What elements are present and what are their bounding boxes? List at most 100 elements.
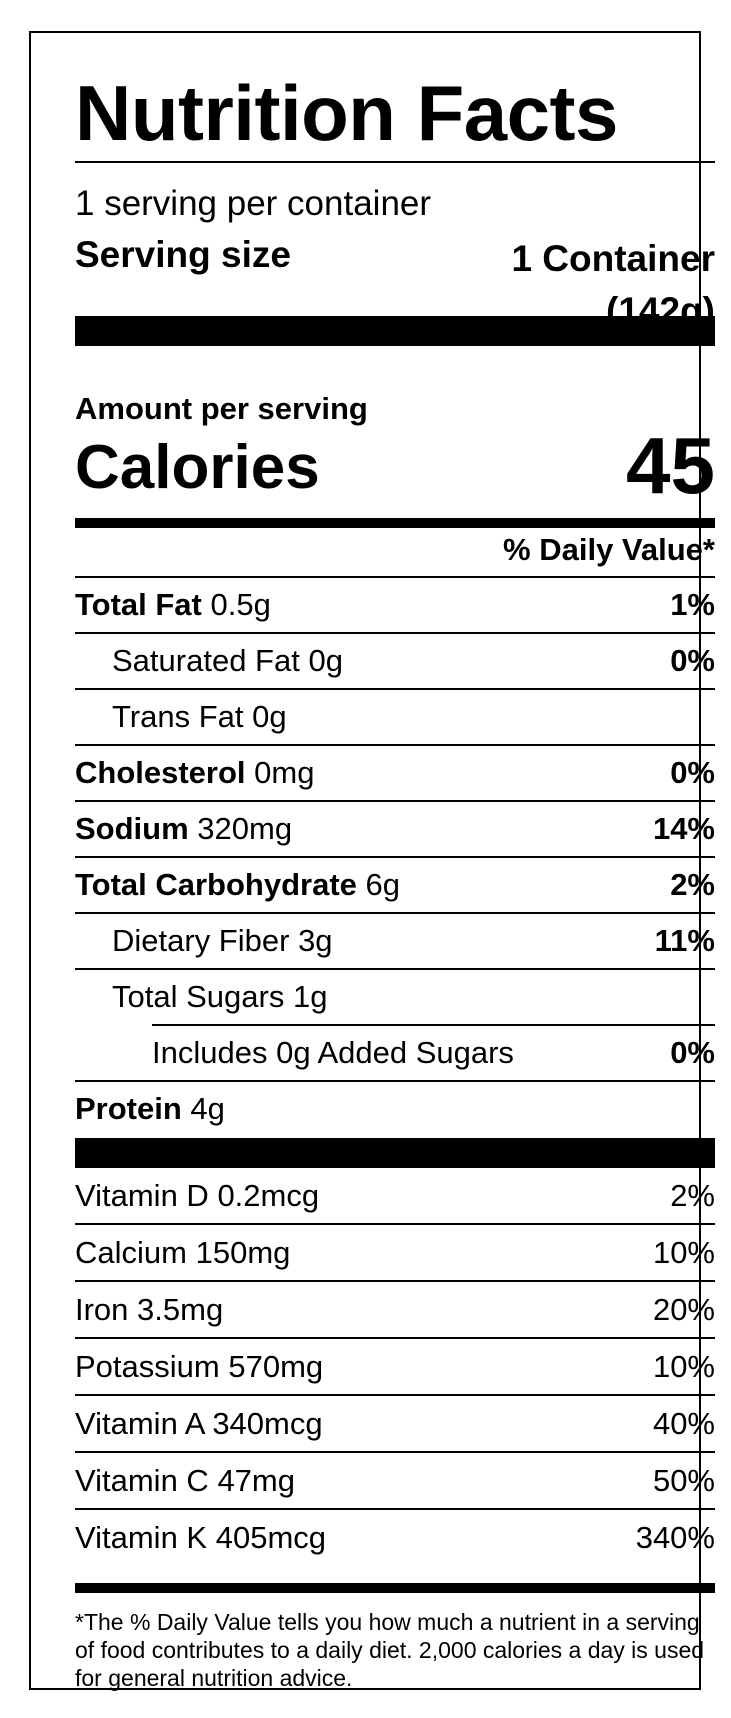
serving-size-label: Serving size bbox=[75, 234, 291, 275]
nutrient-name: Total Carbohydrate 6g bbox=[75, 866, 400, 904]
nutrient-name: Dietary Fiber 3g bbox=[112, 922, 333, 960]
row-divider bbox=[75, 1223, 715, 1225]
nutrient-row-cholesterol: Cholesterol 0mg 0% bbox=[75, 746, 715, 802]
medium-bar-calories bbox=[75, 518, 715, 528]
nutrient-name: Cholesterol 0mg bbox=[75, 754, 314, 792]
vitamin-dv: 10% bbox=[652, 1235, 715, 1270]
vitamin-dv: 40% bbox=[652, 1406, 715, 1441]
nutrient-name: Sodium 320mg bbox=[75, 810, 292, 848]
row-divider bbox=[75, 1451, 715, 1453]
vitamin-amount: 47mg bbox=[217, 1463, 295, 1498]
serving-size-value-line1: 1 Container bbox=[511, 238, 715, 279]
nutrient-name-bold: Protein bbox=[75, 1091, 182, 1126]
nutrient-name-text: Saturated Fat bbox=[112, 643, 300, 678]
row-divider bbox=[75, 856, 715, 858]
row-divider bbox=[75, 912, 715, 914]
vitamin-dv: 2% bbox=[670, 1178, 715, 1213]
vitamin-name-text: Iron bbox=[75, 1292, 129, 1327]
vitamin-amount: 405mcg bbox=[215, 1520, 327, 1555]
nutrient-row-sodium: Sodium 320mg 14% bbox=[75, 802, 715, 858]
nutrient-name-text: Includes 0g Added Sugars bbox=[152, 1035, 514, 1070]
nutrient-name-text: Total Sugars bbox=[112, 979, 285, 1014]
vitamin-name: Vitamin K 405mcg bbox=[75, 1519, 326, 1557]
nutrient-name-bold: Total Carbohydrate bbox=[75, 867, 357, 902]
nutrient-row-total-fat: Total Fat 0.5g 1% bbox=[75, 578, 715, 634]
thick-bar-vitamins bbox=[75, 1138, 715, 1168]
nutrient-name-text: Dietary Fiber bbox=[112, 923, 290, 958]
vitamin-name: Iron 3.5mg bbox=[75, 1291, 223, 1329]
vitamin-amount: 0.2mcg bbox=[217, 1178, 320, 1213]
nutrient-amount: 0mg bbox=[254, 755, 315, 790]
nutrient-row-protein: Protein 4g bbox=[75, 1082, 715, 1138]
nutrient-name: Trans Fat 0g bbox=[112, 698, 287, 736]
vitamin-name: Calcium 150mg bbox=[75, 1234, 290, 1272]
vitamin-row-vitamin-k: Vitamin K 405mcg 340% bbox=[75, 1511, 715, 1567]
nutrient-dv: 2% bbox=[670, 867, 715, 902]
row-divider bbox=[75, 968, 715, 970]
nutrient-name-text: Trans Fat bbox=[112, 699, 244, 734]
label-title: Nutrition Facts bbox=[75, 69, 618, 157]
calories-value: 45 bbox=[626, 421, 715, 510]
vitamin-name: Vitamin D 0.2mcg bbox=[75, 1177, 319, 1215]
footnote: *The % Daily Value tells you how much a … bbox=[75, 1609, 705, 1691]
row-divider bbox=[75, 688, 715, 690]
nutrient-row-dietary-fiber: Dietary Fiber 3g 11% bbox=[75, 914, 715, 970]
row-divider bbox=[75, 1280, 715, 1282]
vitamin-row-vitamin-c: Vitamin C 47mg 50% bbox=[75, 1454, 715, 1510]
vitamin-amount: 150mg bbox=[195, 1235, 291, 1270]
vitamin-amount: 570mg bbox=[228, 1349, 324, 1384]
nutrient-name: Total Fat 0.5g bbox=[75, 586, 271, 624]
vitamin-name-text: Vitamin D bbox=[75, 1178, 209, 1213]
vitamin-name: Vitamin A 340mcg bbox=[75, 1405, 323, 1443]
nutrient-name: Total Sugars 1g bbox=[112, 978, 327, 1016]
vitamin-name-text: Vitamin K bbox=[75, 1520, 208, 1555]
nutrient-row-saturated-fat: Saturated Fat 0g 0% bbox=[75, 634, 715, 690]
nutrient-dv: 0% bbox=[670, 1035, 715, 1070]
vitamin-name: Potassium 570mg bbox=[75, 1348, 323, 1386]
vitamin-dv: 20% bbox=[652, 1292, 715, 1327]
nutrient-name-bold: Total Fat bbox=[75, 587, 202, 622]
vitamin-row-vitamin-a: Vitamin A 340mcg 40% bbox=[75, 1397, 715, 1453]
nutrient-row-total-carbohydrate: Total Carbohydrate 6g 2% bbox=[75, 858, 715, 914]
row-divider bbox=[75, 744, 715, 746]
vitamin-row-iron: Iron 3.5mg 20% bbox=[75, 1283, 715, 1339]
amount-per-serving: Amount per serving bbox=[75, 391, 368, 426]
vitamin-dv: 340% bbox=[635, 1520, 715, 1555]
nutrition-label: Nutrition Facts 1 serving per container … bbox=[29, 31, 715, 1691]
row-divider bbox=[75, 1508, 715, 1510]
nutrient-amount: 6g bbox=[365, 867, 401, 902]
row-divider bbox=[75, 632, 715, 634]
nutrient-name-bold: Cholesterol bbox=[75, 755, 246, 790]
nutrient-name: Protein 4g bbox=[75, 1090, 225, 1128]
vitamin-amount: 3.5mg bbox=[137, 1292, 224, 1327]
vitamin-amount: 340mcg bbox=[212, 1406, 323, 1441]
divider-under-dv-header bbox=[75, 576, 715, 578]
nutrient-dv: 14% bbox=[652, 811, 715, 846]
nutrient-amount: 0g bbox=[308, 643, 343, 678]
row-divider bbox=[152, 1024, 715, 1026]
nutrient-dv: 1% bbox=[670, 587, 715, 622]
nutrient-name: Includes 0g Added Sugars bbox=[152, 1034, 514, 1072]
vitamin-name-text: Calcium bbox=[75, 1235, 187, 1270]
vitamin-name-text: Vitamin A bbox=[75, 1406, 204, 1441]
daily-value-header: % Daily Value* bbox=[503, 532, 715, 567]
vitamin-row-vitamin-d: Vitamin D 0.2mcg 2% bbox=[75, 1169, 715, 1225]
nutrient-dv: 0% bbox=[670, 643, 715, 678]
nutrient-dv: 0% bbox=[670, 755, 715, 790]
nutrient-row-total-sugars: Total Sugars 1g bbox=[75, 970, 715, 1026]
nutrient-row-trans-fat: Trans Fat 0g bbox=[75, 690, 715, 746]
nutrient-amount: 0.5g bbox=[210, 587, 271, 622]
thick-bar-top bbox=[75, 316, 715, 346]
nutrient-amount: 320mg bbox=[197, 811, 293, 846]
medium-bar-footnote bbox=[75, 1583, 715, 1593]
vitamin-name-text: Potassium bbox=[75, 1349, 220, 1384]
nutrient-amount: 0g bbox=[252, 699, 287, 734]
row-divider bbox=[75, 1337, 715, 1339]
row-divider bbox=[75, 1080, 715, 1082]
row-divider bbox=[75, 800, 715, 802]
vitamin-dv: 50% bbox=[652, 1463, 715, 1498]
nutrient-amount: 3g bbox=[298, 923, 333, 958]
nutrient-name: Saturated Fat 0g bbox=[112, 642, 343, 680]
nutrient-dv: 11% bbox=[654, 923, 715, 958]
servings-per-container: 1 serving per container bbox=[75, 184, 432, 223]
